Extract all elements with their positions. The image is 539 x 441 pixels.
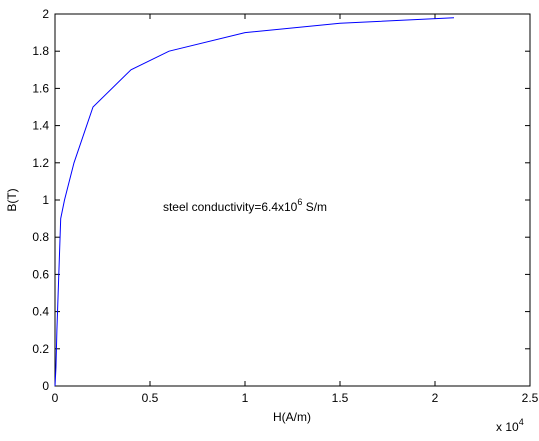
y-axis-label: B(T) xyxy=(5,188,19,211)
x-tick-label: 1.5 xyxy=(332,391,349,405)
y-tick-label: 1.6 xyxy=(32,81,49,95)
annotation-suffix: S/m xyxy=(302,200,327,214)
y-tick-label: 0.4 xyxy=(32,305,49,319)
plot-area xyxy=(54,13,531,387)
x-multiplier-label: x 104 xyxy=(496,417,524,434)
y-tick-label: 0.6 xyxy=(32,267,49,281)
x-multiplier-base: x 10 xyxy=(496,420,519,434)
axis-tick-labels: 0 0.5 1 1.5 2 2.5 0 0.2 0.4 0.6 0.8 1 1.2 1.4 1.6 1.8 2 xyxy=(32,7,538,405)
y-tick-label: 0 xyxy=(42,379,49,393)
x-tick-label: 1 xyxy=(242,391,249,405)
y-tick-label: 0.2 xyxy=(32,342,49,356)
y-tick-label: 2 xyxy=(42,7,49,21)
x-tick-label: 0 xyxy=(52,391,59,405)
x-axis-label: H(A/m) xyxy=(273,410,311,424)
annotation-prefix: steel conductivity=6.4x10 xyxy=(163,200,298,214)
x-tick-label: 0.5 xyxy=(142,391,159,405)
y-tick-label: 1.4 xyxy=(32,119,49,133)
y-tick-label: 1.2 xyxy=(32,156,49,170)
y-tick-label: 1.8 xyxy=(32,44,49,58)
x-multiplier-exponent: 4 xyxy=(519,417,524,427)
series-line xyxy=(54,17,455,387)
y-tick-label: 0.8 xyxy=(32,230,49,244)
annotation-superscript: 6 xyxy=(297,197,302,207)
x-tick-label: 2.5 xyxy=(522,391,539,405)
y-tick-label: 1 xyxy=(42,193,49,207)
x-tick-label: 2 xyxy=(432,391,439,405)
conductivity-annotation: steel conductivity=6.4x106 S/m xyxy=(163,197,327,214)
